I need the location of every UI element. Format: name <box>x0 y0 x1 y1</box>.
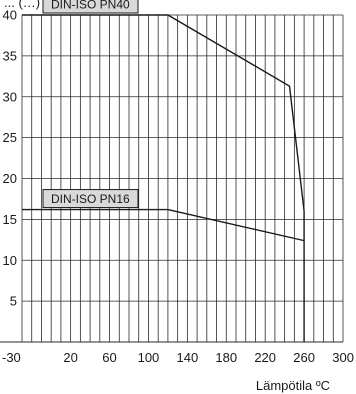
x-tick-label: 300 <box>332 350 354 365</box>
y-tick-label: 35 <box>3 48 17 63</box>
x-tick-label: 20 <box>63 350 77 365</box>
series-line-pn40 <box>22 14 305 342</box>
series-labels: DIN-ISO PN40 DIN-ISO PN16 <box>42 0 139 209</box>
series-label-box <box>42 0 139 14</box>
series-label-text: DIN-ISO PN16 <box>51 192 130 206</box>
x-tick-label: 220 <box>254 350 276 365</box>
series-label-text: DIN-ISO PN40 <box>51 0 130 12</box>
y-tick-label: 15 <box>3 212 17 227</box>
y-tick-label: 25 <box>3 130 17 145</box>
x-tick-label: 180 <box>215 350 237 365</box>
grid <box>0 14 344 343</box>
x-tick-label: 100 <box>138 350 160 365</box>
tick-labels: 5 10 15 20 25 30 35 40 -30 20 60 100 140 180 220 260 300 <box>2 8 354 366</box>
y-tick-label: 20 <box>3 171 17 186</box>
series-label-pn40: DIN-ISO PN40 <box>42 0 139 14</box>
x-axis-title: Lämpötila ºC <box>256 378 330 393</box>
x-tick-label: 260 <box>293 350 315 365</box>
series-line-pn16 <box>22 208 305 242</box>
x-tick-label: 60 <box>102 350 116 365</box>
x-tick-label: -30 <box>2 350 21 365</box>
y-axis-title-fragment: ... (…) <box>4 0 40 10</box>
y-tick-label: 40 <box>3 8 17 23</box>
y-tick-label: 30 <box>3 89 17 104</box>
y-tick-label: 10 <box>3 253 17 268</box>
x-tick-label: 140 <box>177 350 199 365</box>
series-label-pn16: DIN-ISO PN16 <box>42 189 139 209</box>
series-label-box <box>42 189 139 209</box>
y-tick-label: 5 <box>10 294 17 309</box>
series-lines <box>22 14 305 342</box>
